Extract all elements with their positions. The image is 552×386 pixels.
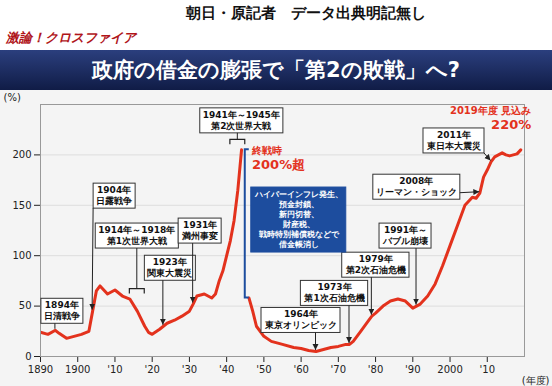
html-text:激論！クロスファイア: 激論！クロスファイア <box>6 30 136 45</box>
html-text:朝日・原記者 データ出典明記無し: 朝日・原記者 データ出典明記無し <box>186 4 426 22</box>
svg-text:2000: 2000 <box>437 364 462 375</box>
svg-text:1941年～1945年第2次世界大戦: 1941年～1945年第2次世界大戦 <box>203 110 280 131</box>
svg-text:1979年第2次石油危機: 1979年第2次石油危機 <box>345 254 406 275</box>
svg-text:'70: '70 <box>331 364 346 375</box>
svg-text:終戦時200%超: 終戦時200%超 <box>251 145 305 172</box>
svg-text:1931年満州事変: 1931年満州事変 <box>181 220 218 241</box>
svg-text:1904年日露戦争: 1904年日露戦争 <box>96 185 132 206</box>
svg-text:50: 50 <box>19 300 32 311</box>
svg-text:'20: '20 <box>144 364 159 375</box>
svg-text:150: 150 <box>12 200 31 211</box>
svg-text:'80: '80 <box>368 364 383 375</box>
svg-text:100: 100 <box>12 250 31 261</box>
svg-text:(年度): (年度) <box>522 375 550 386</box>
svg-text:2019年度 見込み220%: 2019年度 見込み220% <box>450 105 531 132</box>
svg-text:'30: '30 <box>182 364 197 375</box>
svg-text:1894年日清戦争: 1894年日清戦争 <box>44 300 80 321</box>
svg-text:1991年～バブル崩壊: 1991年～バブル崩壊 <box>382 225 428 246</box>
html-text:政府の借金の膨張で「第2の敗戦」へ?: 政府の借金の膨張で「第2の敗戦」へ? <box>92 58 460 82</box>
svg-text:2011年東日本大震災: 2011年東日本大震災 <box>426 130 481 151</box>
svg-text:1973年第1次石油危機: 1973年第1次石油危機 <box>303 282 364 303</box>
svg-text:1914年～1918年第1次世界大戦: 1914年～1918年第1次世界大戦 <box>98 225 175 246</box>
svg-text:'50: '50 <box>256 364 271 375</box>
svg-text:1890: 1890 <box>28 364 53 375</box>
svg-text:'90: '90 <box>405 364 420 375</box>
svg-text:'60: '60 <box>293 364 308 375</box>
svg-text:0: 0 <box>25 351 31 362</box>
svg-text:'10: '10 <box>107 364 122 375</box>
svg-text:2008年リーマン・ショック: 2008年リーマン・ショック <box>376 176 457 197</box>
svg-text:200: 200 <box>12 149 31 160</box>
svg-text:1964年東京オリンピック: 1964年東京オリンピック <box>264 309 337 330</box>
svg-text:'40: '40 <box>219 364 234 375</box>
svg-text:1900: 1900 <box>65 364 90 375</box>
svg-text:ハイパーインフレ発生、預金封鎖、新円切替、財産税、戦時特別補: ハイパーインフレ発生、預金封鎖、新円切替、財産税、戦時特別補償税などで借金帳消し <box>254 190 343 249</box>
svg-text:1923年関東大震災: 1923年関東大震災 <box>147 257 192 278</box>
svg-text:(%): (%) <box>4 92 21 103</box>
svg-text:'10: '10 <box>480 364 495 375</box>
